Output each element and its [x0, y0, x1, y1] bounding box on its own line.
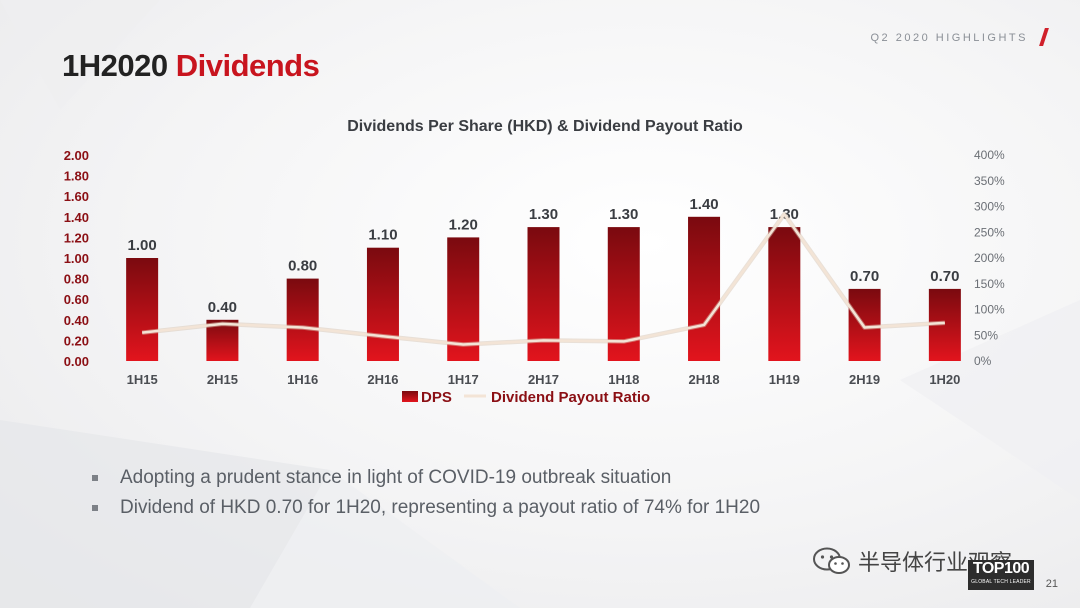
x-tick-label: 2H19 — [849, 372, 880, 387]
dps-data-label: 1.40 — [689, 196, 718, 213]
x-tick-label: 1H18 — [608, 372, 639, 387]
y-left-tick-label: 1.00 — [64, 251, 89, 266]
dps-data-label: 1.30 — [609, 206, 638, 223]
dps-data-label: 0.70 — [850, 268, 879, 285]
y-left-tick-label: 2.00 — [64, 148, 89, 163]
dps-bar — [286, 278, 319, 361]
y-right-tick-label: 350% — [974, 174, 1005, 188]
logo-subtext: GLOBAL TECH LEADER — [971, 579, 1031, 585]
y-left-tick-label: 0.20 — [64, 333, 89, 348]
y-left-tick-label: 0.40 — [64, 313, 89, 328]
dps-bar — [366, 247, 399, 361]
bullet-marker — [92, 475, 98, 481]
section-tag: Q2 2020 HIGHLIGHTS — [870, 32, 1028, 44]
y-left-tick-label: 1.40 — [64, 210, 89, 225]
bullet-text: Adopting a prudent stance in light of CO… — [120, 467, 672, 488]
page-title-prefix: 1H2020 — [62, 48, 168, 83]
x-tick-label: 2H18 — [689, 372, 720, 387]
top100-logo: TOP100 GLOBAL TECH LEADER — [968, 560, 1034, 590]
x-tick-label: 2H16 — [367, 372, 398, 387]
x-tick-label: 1H16 — [287, 372, 318, 387]
y-right-tick-label: 150% — [974, 277, 1005, 291]
dps-data-label: 1.10 — [368, 227, 397, 244]
bullet-text: Dividend of HKD 0.70 for 1H20, represent… — [120, 497, 761, 518]
logo-text: TOP100 — [972, 560, 1030, 577]
y-left-tick-label: 0.60 — [64, 292, 89, 307]
x-tick-label: 1H19 — [769, 372, 800, 387]
dps-bar — [126, 258, 159, 361]
bullet-marker — [92, 505, 98, 511]
y-right-tick-label: 200% — [974, 251, 1005, 265]
dps-data-label: 0.70 — [930, 268, 959, 285]
dps-data-label: 1.20 — [449, 216, 478, 233]
dps-bar — [768, 227, 801, 361]
dps-data-label: 1.30 — [529, 206, 558, 223]
y-left-tick-label: 1.20 — [64, 230, 89, 245]
y-right-tick-label: 250% — [974, 225, 1005, 239]
chart-title: Dividends Per Share (HKD) & Dividend Pay… — [347, 118, 743, 135]
page-title-accent: Dividends — [175, 48, 320, 83]
x-tick-label: 2H17 — [528, 372, 559, 387]
dividends-chart: Dividends Per Share (HKD) & Dividend Pay… — [64, 118, 1005, 406]
bullet-list: Adopting a prudent stance in light of CO… — [92, 463, 760, 523]
y-right-tick-label: 50% — [974, 328, 998, 342]
dps-data-label: 1.00 — [128, 237, 157, 254]
x-tick-label: 1H15 — [127, 372, 158, 387]
legend-payout-label: Dividend Payout Ratio — [491, 389, 650, 406]
payout-ratio-line — [142, 212, 945, 346]
legend-dps-label: DPS — [421, 389, 452, 406]
page-number: 21 — [1045, 578, 1058, 590]
dps-bar — [688, 216, 721, 361]
y-left-tick-label: 1.80 — [64, 169, 89, 184]
x-tick-label: 1H20 — [929, 372, 960, 387]
dps-data-label: 0.40 — [208, 299, 237, 316]
y-left-tick-label: 0.00 — [64, 354, 89, 369]
y-right-tick-label: 400% — [974, 148, 1005, 162]
page-title: 1H2020 Dividends — [62, 48, 320, 84]
x-tick-label: 1H17 — [448, 372, 479, 387]
dps-data-label: 0.80 — [288, 258, 317, 275]
y-left-tick-label: 1.60 — [64, 189, 89, 204]
legend-dps-swatch — [402, 391, 418, 402]
y-right-tick-label: 300% — [974, 200, 1005, 214]
y-left-tick-label: 0.80 — [64, 272, 89, 287]
bullet-item: Dividend of HKD 0.70 for 1H20, represent… — [92, 493, 760, 523]
y-right-tick-label: 0% — [974, 354, 992, 368]
dps-bar — [447, 237, 480, 361]
wechat-icon — [813, 547, 850, 574]
y-right-tick-label: 100% — [974, 303, 1005, 317]
x-tick-label: 2H15 — [207, 372, 238, 387]
bullet-item: Adopting a prudent stance in light of CO… — [92, 463, 760, 493]
